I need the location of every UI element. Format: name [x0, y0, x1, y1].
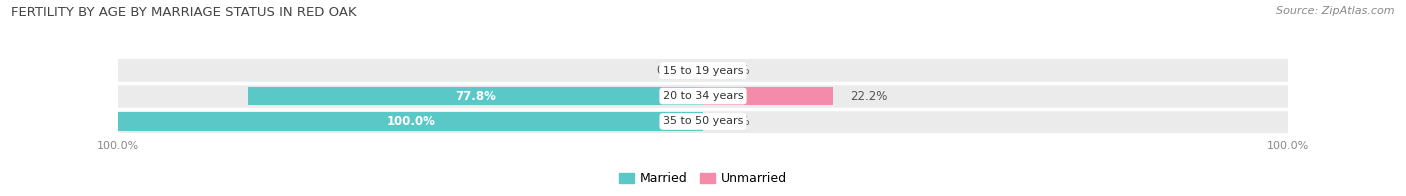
Bar — [247, 87, 703, 105]
Text: 100.0%: 100.0% — [387, 115, 434, 128]
Text: 0.0%: 0.0% — [655, 64, 686, 77]
Bar — [118, 84, 1288, 108]
Text: Source: ZipAtlas.com: Source: ZipAtlas.com — [1277, 6, 1395, 16]
Text: 20 to 34 years: 20 to 34 years — [662, 91, 744, 101]
Legend: Married, Unmarried: Married, Unmarried — [613, 167, 793, 190]
Text: 77.8%: 77.8% — [456, 90, 496, 103]
Text: 15 to 19 years: 15 to 19 years — [662, 66, 744, 76]
Bar — [118, 112, 703, 131]
Text: 22.2%: 22.2% — [851, 90, 887, 103]
Text: 35 to 50 years: 35 to 50 years — [662, 116, 744, 126]
Bar — [703, 87, 832, 105]
Text: 0.0%: 0.0% — [720, 64, 751, 77]
Bar — [118, 59, 1288, 83]
Text: 0.0%: 0.0% — [720, 115, 751, 128]
Text: FERTILITY BY AGE BY MARRIAGE STATUS IN RED OAK: FERTILITY BY AGE BY MARRIAGE STATUS IN R… — [11, 6, 357, 19]
Bar — [118, 110, 1288, 133]
